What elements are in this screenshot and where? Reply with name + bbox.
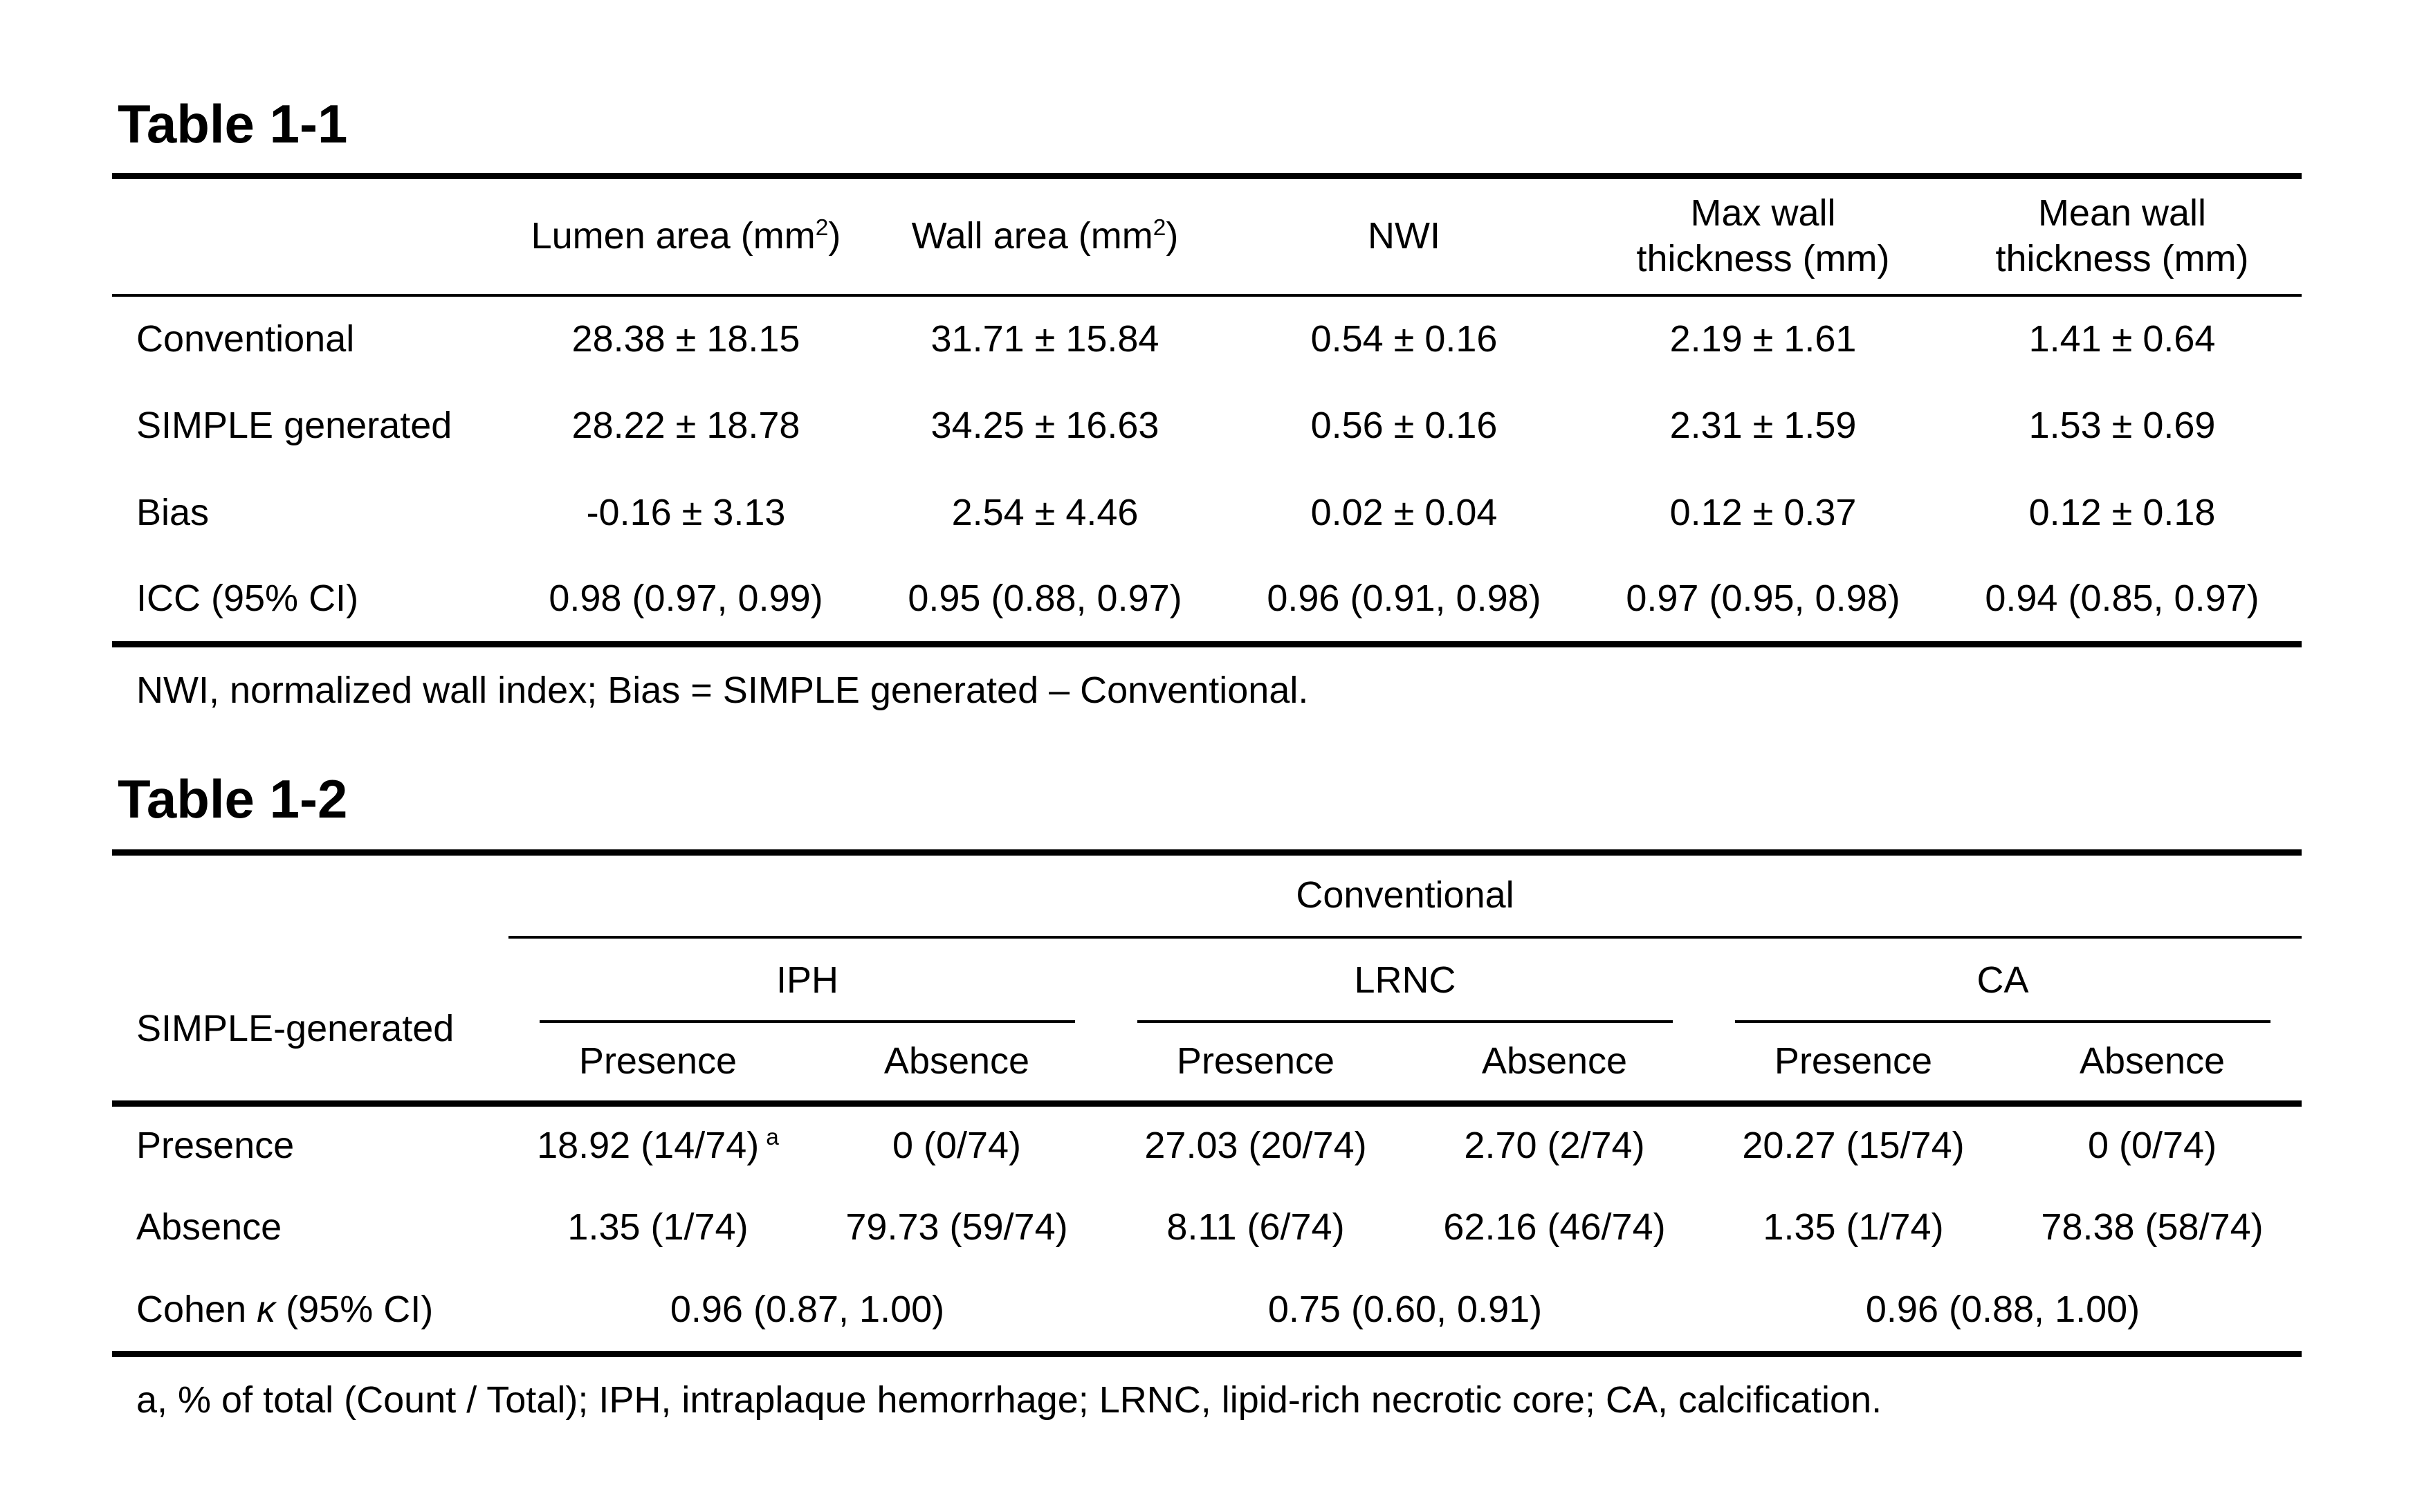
table-cell: 0.02 ± 0.04 [1310, 492, 1498, 534]
table1-row-icc: ICC (95% CI) 0.98 (0.97, 0.99) 0.95 (0.8… [112, 557, 2302, 644]
table1-header: Lumen area (mm2) Wall area (mm2) NWI Max… [112, 176, 2302, 296]
table-cell: 62.16 (46/74) [1443, 1206, 1666, 1248]
table2-header-row-groups: IPH LRNC CA [112, 937, 2302, 1023]
table2-footnote: a, % of total (Count / Total); IPH, intr… [136, 1379, 1882, 1421]
table2-row-cohen-kappa: Cohen κ (95% CI) 0.96 (0.87, 1.00) 0.75 … [112, 1269, 2302, 1354]
table2-row-absence: Absence 1.35 (1/74) 79.73 (59/74) 8.11 (… [112, 1186, 2302, 1269]
table1-header-row: Lumen area (mm2) Wall area (mm2) NWI Max… [112, 176, 2302, 296]
table-cell: 31.71 ± 15.84 [930, 318, 1159, 360]
subheader-presence: Presence [1176, 1040, 1335, 1082]
subheader-presence: Presence [1774, 1040, 1933, 1082]
table1-col-lumen-area: Lumen area (mm2) [506, 176, 865, 296]
table-cell: 0.12 ± 0.18 [2028, 492, 2216, 534]
row-label: Bias [136, 492, 210, 534]
table-cell: 27.03 (20/74) [1144, 1125, 1367, 1167]
subheader-presence: Presence [578, 1040, 737, 1082]
label-text: Cohen [136, 1288, 257, 1330]
table1-row-bias: Bias -0.16 ± 3.13 2.54 ± 4.46 0.02 ± 0.0… [112, 470, 2302, 557]
table1-col-max-wall-thickness: Max wall thickness (mm) [1584, 176, 1943, 296]
table-cell: -0.16 ± 3.13 [586, 492, 786, 534]
col-label-text: Wall area (mm [911, 215, 1153, 257]
table-cell: 1.53 ± 0.69 [2028, 405, 2216, 447]
table2-body: Presence 18.92 (14/74) a 0 (0/74) 27.03 (… [112, 1103, 2302, 1354]
label-text: (95% CI) [275, 1288, 434, 1330]
table1-row-simple-generated: SIMPLE generated 28.22 ± 18.78 34.25 ± 1… [112, 382, 2302, 470]
col-label-text: Lumen area (mm [531, 215, 816, 257]
table-cell: 0.95 (0.88, 0.97) [908, 577, 1182, 619]
table-cell-kappa-iph: 0.96 (0.87, 1.00) [670, 1288, 945, 1330]
table2-group-ca: CA [1704, 937, 2302, 1023]
table-cell: 1.35 (1/74) [567, 1206, 749, 1248]
table-cell: 8.11 (6/74) [1166, 1206, 1345, 1248]
table2-span-header-conventional: Conventional [508, 852, 2302, 939]
table1-row-conventional: Conventional 28.38 ± 18.15 31.71 ± 15.84… [112, 295, 2302, 382]
col-label-line2: thickness (mm) [1995, 238, 2249, 279]
kappa-symbol: κ [257, 1288, 276, 1330]
row-label: ICC (95% CI) [136, 577, 359, 619]
table-cell: 28.38 ± 18.15 [571, 318, 800, 360]
table-cell: 0.12 ± 0.37 [1669, 492, 1857, 534]
col-label-text: ) [828, 215, 841, 257]
table2-header: SIMPLE-generated Conventional IPH LRNC C… [112, 852, 2302, 1103]
table2-header-row-conventional: SIMPLE-generated Conventional [112, 852, 2302, 1049]
table-cell: 2.70 (2/74) [1464, 1125, 1645, 1167]
table-cell: 79.73 (59/74) [845, 1206, 1068, 1248]
row-label: Conventional [136, 318, 355, 360]
col-label-line1: Max wall [1690, 192, 1836, 234]
table-cell: 1.41 ± 0.64 [2028, 318, 2216, 360]
table1-footnote: NWI, normalized wall index; Bias = SIMPL… [136, 669, 1309, 711]
table-cell: 2.19 ± 1.61 [1669, 318, 1857, 360]
superscript-2: 2 [1153, 215, 1166, 241]
table-cell-kappa-ca: 0.96 (0.88, 1.00) [1865, 1288, 2140, 1330]
table-cell: 0.94 (0.85, 0.97) [1985, 577, 2259, 619]
table-cell: 78.38 (58/74) [2041, 1206, 2264, 1248]
table2-row-header-simple-generated: SIMPLE-generated [136, 1007, 455, 1049]
cell-value: 18.92 (14/74) [537, 1125, 760, 1167]
table1-body: Conventional 28.38 ± 18.15 31.71 ± 15.84… [112, 295, 2302, 644]
row-label: Absence [136, 1206, 282, 1248]
table-cell: 0.56 ± 0.16 [1310, 405, 1498, 447]
table-cell: 0.54 ± 0.16 [1310, 318, 1498, 360]
table1-col-mean-wall-thickness: Mean wall thickness (mm) [1943, 176, 2302, 296]
table2-agreement: SIMPLE-generated Conventional IPH LRNC C… [112, 849, 2302, 1357]
table2-header-row-subheaders: Presence Absence Presence Absence Presen… [112, 1023, 2302, 1103]
col-label-line2: thickness (mm) [1636, 238, 1890, 279]
table-cell: 1.35 (1/74) [1763, 1206, 1944, 1248]
col-label-text: NWI [1368, 215, 1440, 257]
table-cell: 0 (0/74) [2087, 1125, 2217, 1167]
table-cell: 2.31 ± 1.59 [1669, 405, 1857, 447]
col-label-line1: Mean wall [2037, 192, 2207, 234]
col-label-text: ) [1166, 215, 1179, 257]
row-label: SIMPLE generated [136, 405, 452, 447]
footnote-marker-a: a [766, 1125, 779, 1151]
page-content: Table 1-1 Lumen area (mm2) Wall area (mm… [112, 0, 2302, 1421]
subheader-absence: Absence [1481, 1040, 1628, 1082]
row-label: Presence [136, 1125, 295, 1167]
superscript-2: 2 [815, 215, 829, 241]
table2-group-iph: IPH [508, 937, 1106, 1023]
table-cell-kappa-lrnc: 0.75 (0.60, 0.91) [1267, 1288, 1543, 1330]
table1-col-nwi: NWI [1224, 176, 1584, 296]
table-cell: 0 (0/74) [892, 1125, 1022, 1167]
table1-col-wall-area: Wall area (mm2) [865, 176, 1224, 296]
table-cell: 20.27 (15/74) [1742, 1125, 1965, 1167]
table2-group-lrnc: LRNC [1106, 937, 1704, 1023]
subheader-absence: Absence [883, 1040, 1030, 1082]
table-cell: 0.98 (0.97, 0.99) [549, 577, 823, 619]
table1-measurements: Lumen area (mm2) Wall area (mm2) NWI Max… [112, 173, 2302, 647]
table1-header-empty [112, 176, 506, 296]
table-cell: 34.25 ± 16.63 [930, 405, 1159, 447]
table1-title: Table 1-1 [118, 93, 348, 154]
row-label-cohen-kappa: Cohen κ (95% CI) [112, 1269, 508, 1354]
table-cell: 28.22 ± 18.78 [571, 405, 800, 447]
table-cell: 0.96 (0.91, 0.98) [1267, 577, 1541, 619]
table2-title: Table 1-2 [118, 768, 348, 829]
subheader-absence: Absence [2079, 1040, 2226, 1082]
table-cell: 18.92 (14/74) a [508, 1103, 807, 1186]
table-cell: 2.54 ± 4.46 [951, 492, 1139, 534]
table2-row-presence: Presence 18.92 (14/74) a 0 (0/74) 27.03 (… [112, 1103, 2302, 1186]
table-cell: 0.97 (0.95, 0.98) [1626, 577, 1900, 619]
